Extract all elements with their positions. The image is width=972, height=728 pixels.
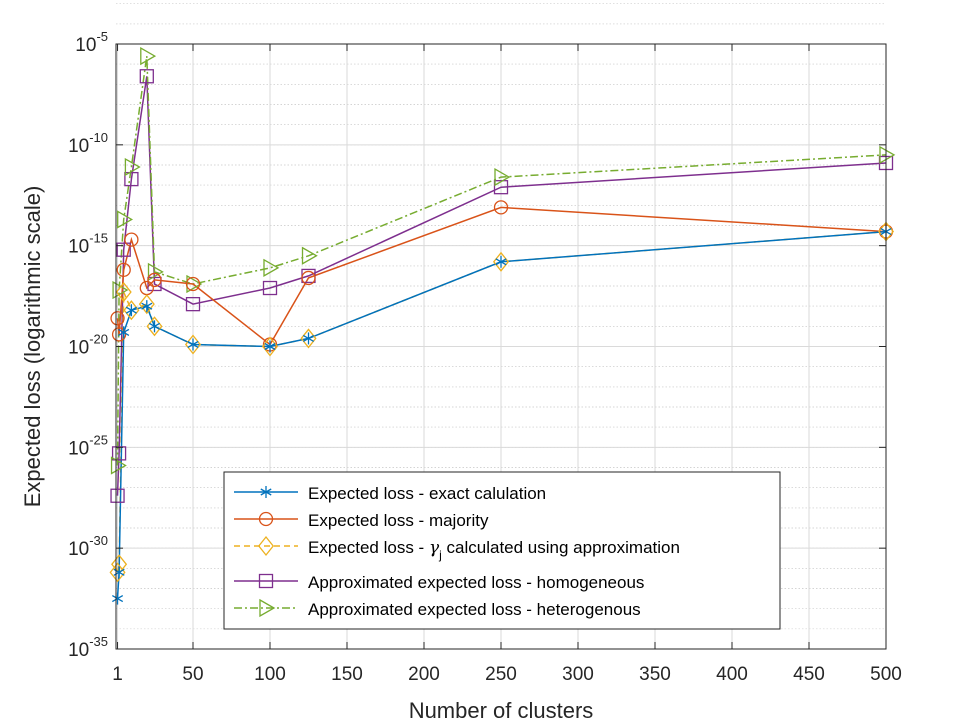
y-tick-exponent: -5 bbox=[96, 29, 108, 44]
legend-gamma-symbol: γ bbox=[429, 538, 440, 558]
x-tick-label: 100 bbox=[254, 664, 286, 685]
series-3-point bbox=[185, 296, 201, 312]
legend-entry-gamma-approx: Expected loss - γj calculated using appr… bbox=[308, 538, 680, 562]
y-tick-exponent: -30 bbox=[89, 533, 108, 548]
y-tick-base: 10 bbox=[75, 35, 96, 56]
series-3-point bbox=[493, 180, 509, 195]
series-0-point bbox=[141, 300, 153, 313]
x-axis-title: Number of clusters bbox=[409, 698, 594, 723]
axis-ticks bbox=[116, 43, 887, 650]
series-4-point bbox=[117, 210, 134, 229]
series-0-point bbox=[111, 592, 124, 605]
y-tick-exponent: -15 bbox=[89, 231, 108, 246]
series-0-point bbox=[125, 304, 137, 317]
series-1-point bbox=[147, 272, 162, 288]
x-tick-label: 450 bbox=[793, 664, 825, 685]
series-3-point bbox=[262, 280, 278, 296]
legend-marker-2 bbox=[257, 535, 275, 557]
y-tick-label: 10-25 bbox=[68, 432, 108, 459]
legend-marker-1 bbox=[258, 511, 274, 527]
legend-gamma-subscript: j bbox=[438, 548, 442, 562]
series-3-point bbox=[139, 69, 154, 84]
y-axis-title: Expected loss (logarithmic scale) bbox=[20, 186, 45, 508]
y-tick-label: 10-5 bbox=[75, 29, 108, 56]
legend-marker-3 bbox=[258, 573, 274, 589]
x-tick-label: 300 bbox=[562, 664, 594, 685]
series-0-point bbox=[302, 332, 315, 345]
legend-entry-exact: Expected loss - exact calulation bbox=[308, 484, 546, 503]
series-3-point bbox=[124, 171, 139, 187]
series-0-point bbox=[264, 340, 276, 353]
x-tick-labels: 1 50 100 150 200 250 300 350 400 450 500 bbox=[112, 664, 902, 685]
series-1-point bbox=[124, 232, 139, 247]
series-1-point bbox=[111, 327, 127, 342]
series-4-point bbox=[301, 246, 318, 265]
series-1-point bbox=[185, 276, 201, 292]
series-line-1 bbox=[116, 206, 887, 346]
x-tick-label: 150 bbox=[331, 664, 363, 685]
series-4-point bbox=[879, 145, 896, 165]
series-line-4 bbox=[116, 55, 887, 466]
y-tick-exponent: -10 bbox=[89, 130, 108, 145]
legend-entry-majority: Expected loss - majority bbox=[308, 511, 489, 530]
legend-samples bbox=[234, 486, 298, 618]
y-tick-base: 10 bbox=[68, 640, 89, 661]
y-tick-label: 10-15 bbox=[68, 231, 108, 258]
series-1-point bbox=[493, 200, 509, 215]
legend-gamma-after: calculated using approximation bbox=[442, 538, 680, 557]
series-4-point bbox=[140, 46, 157, 66]
x-tick-label: 500 bbox=[870, 664, 902, 685]
legend-entry-homogeneous: Approximated expected loss - homogeneous bbox=[308, 573, 644, 592]
y-tick-exponent: -20 bbox=[89, 332, 108, 347]
series-4-point bbox=[147, 262, 164, 282]
series-2-point bbox=[138, 294, 155, 315]
y-tick-label: 10-30 bbox=[68, 533, 108, 560]
y-tick-label: 10-10 bbox=[68, 130, 108, 157]
series-4-point bbox=[112, 280, 129, 300]
y-tick-base: 10 bbox=[68, 338, 89, 359]
x-tick-label: 1 bbox=[112, 664, 123, 685]
legend-marker-0 bbox=[260, 486, 272, 498]
series-4-point bbox=[110, 456, 127, 475]
series-3-point bbox=[110, 488, 125, 503]
y-tick-exponent: -25 bbox=[89, 432, 108, 447]
series-0-point bbox=[495, 255, 507, 268]
series-0-point bbox=[148, 320, 161, 333]
series-3-point bbox=[147, 276, 162, 292]
series-2-point bbox=[115, 282, 132, 303]
series-4-point bbox=[263, 258, 280, 277]
series-markers bbox=[109, 46, 896, 605]
series-0-point bbox=[187, 338, 199, 351]
series-3-point bbox=[116, 242, 131, 257]
y-tick-base: 10 bbox=[68, 136, 89, 157]
legend-gamma-before: Expected loss - bbox=[308, 538, 429, 557]
legend: Expected loss - exact calulation Expecte… bbox=[223, 471, 781, 630]
legend-box bbox=[223, 471, 781, 630]
series-1-point bbox=[301, 270, 316, 286]
x-tick-label: 400 bbox=[716, 664, 748, 685]
legend-marker-4 bbox=[259, 598, 276, 618]
x-tick-label: 200 bbox=[408, 664, 440, 685]
y-tick-label: 10-20 bbox=[68, 332, 108, 359]
series-1-point bbox=[110, 311, 125, 326]
y-tick-base: 10 bbox=[68, 438, 89, 459]
y-tick-label: 10-35 bbox=[68, 634, 108, 661]
series-line-3 bbox=[116, 76, 887, 496]
legend-entry-heterogenous: Approximated expected loss - heterogenou… bbox=[308, 600, 641, 619]
x-tick-label: 350 bbox=[639, 664, 671, 685]
y-tick-base: 10 bbox=[68, 237, 89, 258]
series-4-point bbox=[124, 157, 141, 177]
series-1-point bbox=[116, 262, 131, 278]
series-4-point bbox=[494, 167, 511, 187]
series-0-point bbox=[118, 326, 130, 339]
x-tick-label: 250 bbox=[485, 664, 517, 685]
y-tick-exponent: -35 bbox=[89, 634, 108, 649]
y-tick-base: 10 bbox=[68, 539, 89, 560]
x-tick-label: 50 bbox=[182, 664, 203, 685]
